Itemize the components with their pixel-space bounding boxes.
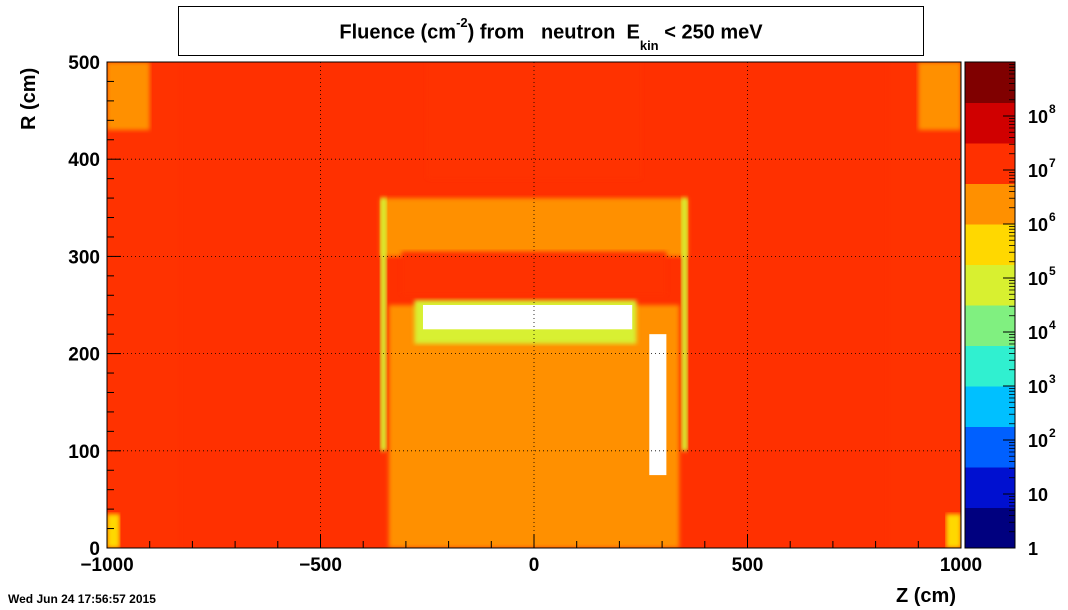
colorbar-segment	[965, 507, 1015, 549]
y-tick-label: 100	[68, 442, 100, 463]
colorbar-tick-exponent: 2	[1049, 426, 1056, 440]
heatmap-region-right-inner-void	[649, 334, 667, 476]
y-tick-label: 200	[68, 345, 100, 366]
heatmap-region-left-endcap-corner-bottom	[107, 513, 120, 548]
axes: −1000 −500 0 500 1000 0 100 200 300 400 500	[68, 53, 982, 576]
colorbar-tick-exponent: 5	[1049, 264, 1056, 278]
colorbar-tick-label: 108	[1028, 102, 1056, 127]
colorbar-tick-label: 105	[1028, 264, 1056, 289]
x-tick-label: 500	[732, 555, 764, 576]
x-tick-label: 0	[529, 555, 540, 576]
colorbar-segment	[965, 426, 1015, 468]
heatmap-region-outer-right-dark-band	[888, 62, 961, 548]
y-tick-label: 0	[89, 539, 100, 560]
colorbar-tick-exponent: 3	[1049, 372, 1056, 386]
title-superscript: -2	[456, 15, 468, 30]
x-tick-label: −1000	[80, 555, 133, 576]
colorbar-tick-label: 1	[1028, 539, 1038, 559]
colorbar-segment	[965, 183, 1015, 225]
colorbar-segment	[965, 62, 1015, 103]
grid-lines	[107, 62, 961, 548]
colorbar-segment	[965, 224, 1015, 265]
chart-title-box: Fluence (cm-2) from neutron Ekin < 250 m…	[178, 6, 924, 56]
y-tick-label: 500	[68, 53, 100, 74]
heatmap-region-void-ring	[422, 305, 633, 330]
colorbar-segment	[965, 467, 1015, 508]
title-prefix: Fluence (cm	[339, 21, 457, 44]
y-tick-label: 400	[68, 150, 100, 171]
heatmap-region-left-endcap-corner-top	[107, 62, 150, 131]
colorbar-tick-label: 104	[1028, 318, 1056, 343]
heatmap-region-top-center-band	[427, 62, 641, 179]
colorbar-tick-label: 107	[1028, 156, 1056, 181]
colorbar-segment	[965, 305, 1015, 346]
x-axis-label: Z (cm)	[896, 585, 956, 607]
colorbar-tick-exponent: 6	[1049, 210, 1056, 224]
colorbar-tick-label: 106	[1028, 210, 1056, 235]
colorbar-frame	[964, 61, 1016, 549]
colorbar-tick-exponent: 7	[1049, 156, 1056, 170]
x-tick-label: 1000	[940, 555, 982, 576]
colorbar-segment	[965, 264, 1015, 306]
title-middle: ) from neutron E	[467, 21, 640, 44]
heatmap-region-right-endcap-corner-top	[918, 62, 961, 131]
title-subscript: kin	[639, 37, 659, 53]
colorbar-segment	[965, 102, 1015, 144]
y-axis-label: R (cm)	[18, 67, 40, 130]
chart-title: Fluence (cm-2) from neutron Ekin < 250 m…	[179, 15, 923, 53]
colorbar: 1 10 102 103 104 105 106 107 108	[964, 61, 1056, 559]
colorbar-segment	[965, 386, 1015, 427]
title-suffix: < 250 meV	[664, 21, 763, 44]
colorbar-tick-label: 102	[1028, 426, 1056, 451]
colorbar-tick-label: 10	[1028, 485, 1048, 505]
colorbar-segment	[965, 345, 1015, 387]
y-tick-label: 300	[68, 247, 100, 268]
colorbar-tick-exponent: 4	[1049, 318, 1056, 332]
heatmap-region-right-endcap-corner-bottom	[946, 513, 961, 548]
colorbar-tick-label: 103	[1028, 372, 1056, 397]
colorbar-tick-exponent: 8	[1049, 102, 1056, 116]
colorbar-segment	[965, 143, 1015, 184]
x-tick-label: −500	[299, 555, 342, 576]
heatmap-region-left-coil-vertical	[380, 198, 387, 451]
heatmap-region-outer-left-dark-band	[107, 62, 180, 548]
timestamp: Wed Jun 24 17:56:57 2015	[8, 592, 156, 606]
heatmap-region-right-coil-vertical	[681, 198, 688, 451]
